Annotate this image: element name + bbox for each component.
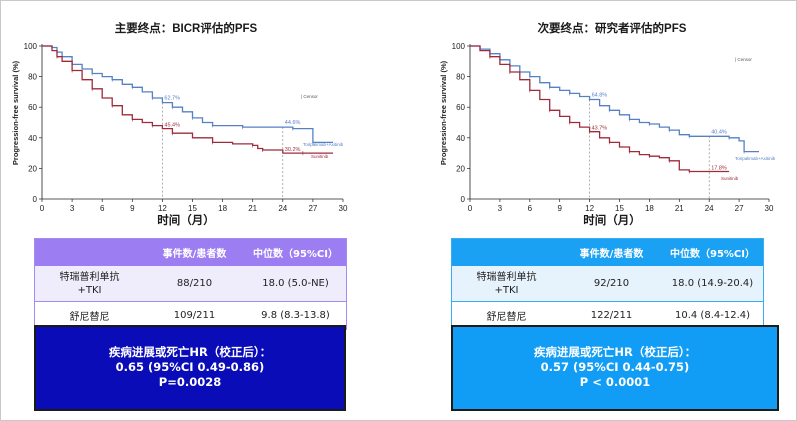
x-tick-label: 9 [130, 204, 135, 213]
x-tick-label: 21 [248, 204, 257, 213]
y-tick-label: 60 [28, 103, 37, 112]
y-tick-label: 100 [24, 42, 38, 51]
x-tick-label: 12 [585, 204, 594, 213]
x-tick-label: 24 [705, 204, 714, 213]
landmark-label: 43.7% [592, 126, 608, 132]
x-tick-label: 3 [70, 204, 75, 213]
x-tick-label: 3 [498, 204, 503, 213]
arm-cell: 特瑞普利单抗 +TKI [59, 271, 120, 296]
x-tick-label: 12 [158, 204, 167, 213]
table-header-row: 事件数/患者数 中位数（95%CI） [451, 238, 764, 267]
y-tick-label: 40 [28, 134, 37, 143]
table-row: 特瑞普利单抗 +TKI 92/210 18.0 (14.9-20.4) [451, 266, 764, 302]
table-row: 特瑞普利单抗 +TKI 88/210 18.0 (5.0-NE) [34, 266, 347, 302]
median-cell: 18.0 (14.9-20.4) [671, 278, 754, 289]
p-value: P=0.0028 [158, 375, 222, 389]
arm-cell: 舒尼替尼 [69, 312, 110, 323]
results-table-investigator: 事件数/患者数 中位数（95%CI） 特瑞普利单抗 +TKI 92/210 18… [451, 238, 764, 330]
x-tick-label: 15 [615, 204, 624, 213]
y-tick-label: 100 [452, 42, 466, 51]
survival-curve-control [42, 45, 333, 154]
y-tick-label: 80 [28, 73, 37, 82]
y-tick-label: 0 [33, 195, 38, 204]
landmark-label: 17.8% [711, 165, 727, 171]
landmark-label: 64.8% [592, 93, 608, 99]
header-events: 事件数/患者数 [162, 249, 227, 260]
x-tick-label: 27 [308, 204, 317, 213]
events-cell: 109/211 [173, 310, 216, 321]
series-label-drug: Toripalimab+Axitinib [735, 156, 776, 161]
y-axis-label: Progression-free survival (%) [11, 60, 20, 165]
x-axis-label: 时间（月） [583, 213, 641, 227]
x-tick-label: 18 [218, 204, 227, 213]
censor-legend: | Censor [301, 94, 318, 99]
hr-title: 疾病进展或死亡HR（校正后）： [108, 345, 272, 359]
y-tick-label: 60 [456, 103, 465, 112]
chart-title: 主要终点：BICR评估的PFS [115, 21, 258, 35]
hr-value: 0.57 (95%CI 0.44-0.75) [540, 360, 690, 374]
panel-bicr-pfs: 主要终点：BICR评估的PFS Progression-free surviva… [1, 1, 399, 420]
survival-curve-drug [42, 45, 333, 144]
landmark-label: 44.6% [285, 120, 301, 126]
table-header-row: 事件数/患者数 中位数（95%CI） [34, 238, 347, 267]
x-tick-label: 18 [645, 204, 654, 213]
median-cell: 18.0 (5.0-NE) [262, 278, 329, 289]
x-tick-label: 27 [735, 204, 744, 213]
x-tick-label: 15 [188, 204, 197, 213]
x-tick-label: 9 [557, 204, 562, 213]
header-arm [452, 239, 562, 267]
results-table-bicr: 事件数/患者数 中位数（95%CI） 特瑞普利单抗 +TKI 88/210 18… [34, 238, 347, 330]
plot-area: 0 3 6 9 12 15 18 21 24 27 30 0 20 40 60 80 100 62.7% 45.4%… [24, 42, 348, 213]
panel-investigator-pfs: 次要终点：研究者评估的PFS Progression-free survival… [399, 1, 796, 420]
header-median: 中位数（95%CI） [670, 249, 755, 260]
y-tick-label: 20 [456, 164, 465, 173]
km-chart-investigator: 次要终点：研究者评估的PFS Progression-free survival… [439, 21, 776, 227]
landmark-label: 45.4% [164, 123, 180, 129]
arm-cell: 舒尼替尼 [486, 312, 527, 323]
table-row: 舒尼替尼 122/211 10.4 (8.4-12.4) [451, 301, 764, 330]
survival-curve-control [470, 45, 730, 173]
y-tick-label: 20 [28, 164, 37, 173]
median-cell: 10.4 (8.4-12.4) [674, 310, 751, 321]
x-tick-label: 6 [528, 204, 533, 213]
events-cell: 92/210 [593, 278, 630, 289]
hazard-ratio-box: 疾病进展或死亡HR（校正后）： 0.65 (95%CI 0.49-0.86) P… [34, 325, 346, 411]
chart-title: 次要终点：研究者评估的PFS [538, 21, 687, 35]
series-label-control: Sunitinib [311, 154, 329, 159]
x-axis-label: 时间（月） [157, 213, 215, 227]
x-tick-label: 30 [339, 204, 348, 213]
landmark-label: 62.7% [164, 96, 180, 102]
x-tick-label: 30 [765, 204, 774, 213]
series-label-control: Sunitinib [721, 176, 739, 181]
hazard-ratio-box: 疾病进展或死亡HR（校正后）： 0.57 (95%CI 0.44-0.75) P… [451, 325, 779, 411]
landmark-label: 40.4% [711, 129, 727, 135]
plot-area: 0 3 6 9 12 15 18 21 24 27 30 0 20 40 60 80 100 64.8% 43.7%… [452, 42, 774, 213]
censor-legend: | Censor [735, 57, 752, 62]
hr-title: 疾病进展或死亡HR（校正后）： [533, 345, 697, 359]
landmark-label: 30.2% [285, 147, 301, 153]
events-cell: 88/210 [176, 278, 213, 289]
y-tick-label: 80 [456, 73, 465, 82]
x-tick-label: 24 [278, 204, 287, 213]
header-events: 事件数/患者数 [579, 249, 644, 260]
header-median: 中位数（95%CI） [253, 249, 338, 260]
x-tick-label: 6 [100, 204, 105, 213]
hr-value: 0.65 (95%CI 0.49-0.86) [115, 360, 265, 374]
p-value: P < 0.0001 [579, 375, 651, 389]
x-tick-label: 21 [675, 204, 684, 213]
series-label-drug: Toripalimab+Axitinib [303, 142, 344, 147]
arm-cell: 特瑞普利单抗 +TKI [476, 271, 537, 296]
table-row: 舒尼替尼 109/211 9.8 (8.3-13.8) [34, 301, 347, 330]
median-cell: 9.8 (8.3-13.8) [261, 310, 330, 321]
x-tick-label: 0 [468, 204, 473, 213]
survival-curve-drug [470, 45, 759, 153]
x-tick-label: 0 [40, 204, 45, 213]
y-axis-label: Progression-free survival (%) [439, 60, 448, 165]
y-tick-label: 0 [461, 195, 466, 204]
km-chart-bicr: 主要终点：BICR评估的PFS Progression-free surviva… [11, 21, 348, 227]
events-cell: 122/211 [590, 310, 633, 321]
y-tick-label: 40 [456, 134, 465, 143]
header-arm [35, 239, 145, 267]
